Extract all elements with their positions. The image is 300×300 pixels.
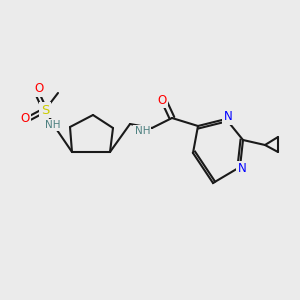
Text: O: O [158,94,166,106]
Text: O: O [20,112,30,124]
Text: N: N [224,110,232,124]
Text: NH: NH [134,126,150,136]
Text: N: N [238,163,246,176]
Text: O: O [34,82,43,95]
Text: S: S [41,103,49,116]
Text: NH: NH [45,120,61,130]
